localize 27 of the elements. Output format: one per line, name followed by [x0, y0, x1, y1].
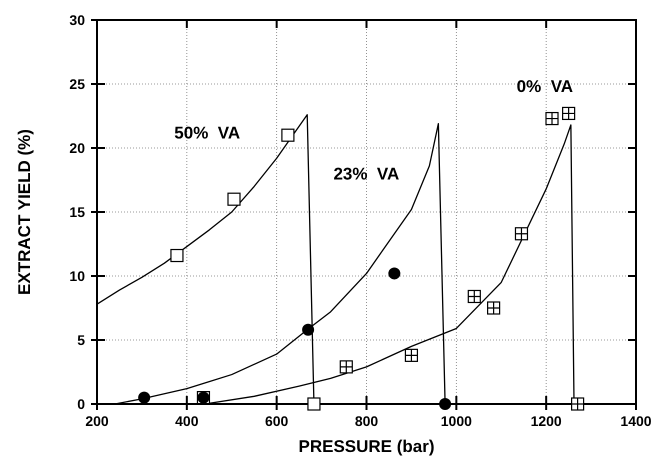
point [302, 324, 314, 336]
x-tick-label: 1400 [620, 413, 652, 429]
point [227, 192, 241, 206]
series-label: 23% VA [333, 164, 400, 184]
x-tick-label: 200 [85, 413, 109, 429]
point [439, 398, 452, 410]
y-axis-title: EXTRACT YIELD (%) [15, 129, 34, 295]
point [281, 128, 294, 142]
x-tick-label: 1200 [530, 413, 562, 429]
point [170, 248, 184, 262]
text: 50% VA [174, 124, 240, 143]
x-tick-label: 800 [354, 413, 378, 429]
y-tick-label: 15 [69, 204, 86, 220]
x-tick-label: 1000 [440, 413, 472, 429]
y-tick-label: 0 [77, 396, 86, 412]
x-tick-label: 400 [175, 413, 199, 429]
y-tick-label: 5 [77, 332, 86, 348]
y-tick-label: 10 [69, 268, 86, 284]
y-tick-label: 20 [69, 140, 86, 156]
point [307, 397, 321, 411]
point [138, 392, 150, 404]
x-axis-title: PRESSURE (bar) [298, 437, 435, 456]
y-tick-label: 25 [69, 76, 86, 92]
y-tick-label: 30 [69, 12, 86, 28]
x-tick-label: 600 [264, 413, 289, 429]
series-label: 0% VA [516, 76, 574, 96]
point [388, 267, 400, 280]
